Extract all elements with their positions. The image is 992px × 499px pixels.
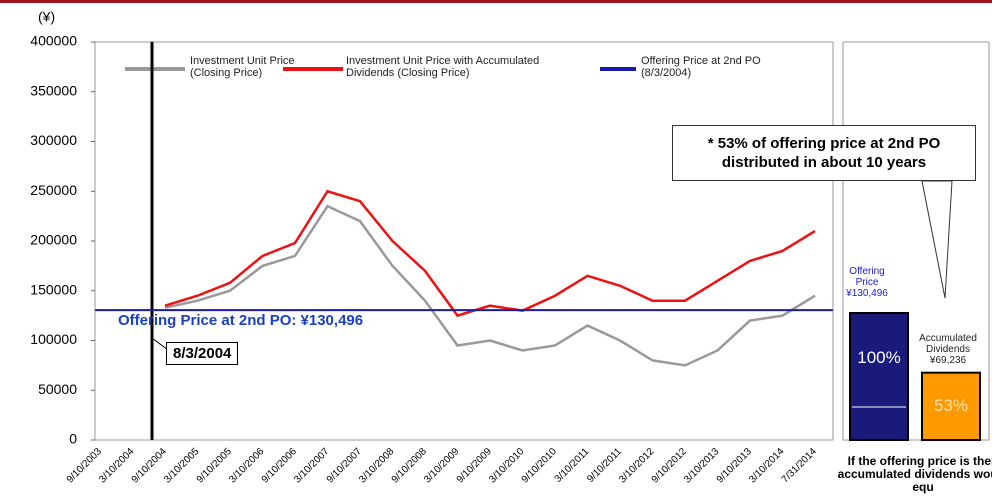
footnote: If the offering price is then accumulate… [837, 454, 992, 494]
bar-value-label: 100% [857, 348, 900, 367]
bar [921, 371, 981, 441]
legend-label: Investment Unit Price (Closing Price) [190, 55, 295, 79]
y-axis-label: (¥) [38, 9, 55, 25]
bar-category: Accumulated Dividends ¥69,236 [908, 333, 988, 366]
plot-frame [94, 41, 834, 441]
x-tick-label: 9/10/2010 [520, 446, 560, 486]
price-line [164, 189, 816, 318]
y-tick-label: 400000 [30, 33, 77, 49]
bar-name: Accumulated Dividends [919, 333, 977, 355]
y-tick-label: 100000 [30, 331, 77, 347]
bar-value-label: 53% [934, 396, 968, 415]
y-tick-label: 300000 [30, 132, 77, 148]
bar-amount: ¥130,496 [846, 288, 888, 299]
date-annotation: 8/3/2004 [166, 342, 239, 365]
bar [849, 312, 909, 441]
legend-label: Investment Unit Price with Accumulated D… [346, 55, 540, 79]
x-tick-label: 7/31/2014 [780, 446, 820, 486]
y-tick-label: 200000 [30, 232, 77, 248]
legend-label: Offering Price at 2nd PO (8/3/2004) [641, 55, 761, 79]
y-tick-label: 0 [69, 431, 77, 447]
top-border [0, 0, 992, 3]
bar-name: Offering Price [849, 266, 885, 288]
bar-amount: ¥69,236 [929, 355, 967, 366]
callout: * 53% of offering price at 2nd PO distri… [672, 125, 976, 181]
y-tick-label: 250000 [30, 182, 77, 198]
price-line [164, 204, 816, 367]
bar-category: Offering Price ¥130,496 [840, 266, 894, 299]
y-tick-label: 350000 [30, 82, 77, 98]
marker-leader [151, 337, 169, 351]
y-tick-label: 150000 [30, 281, 77, 297]
y-tick-label: 50000 [38, 381, 77, 397]
offering-annotation: Offering Price at 2nd PO: ¥130,496 [118, 312, 364, 329]
callout-pointer [921, 180, 953, 299]
